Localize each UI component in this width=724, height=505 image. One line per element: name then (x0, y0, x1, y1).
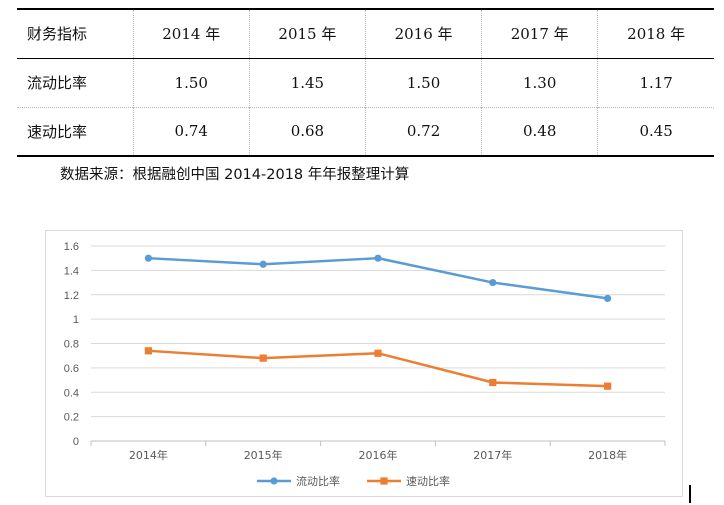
data-point (144, 347, 152, 355)
data-point (374, 254, 382, 262)
x-tick-label: 2016年 (359, 448, 398, 462)
y-tick-label: 1.2 (64, 290, 79, 302)
x-tick-label: 2015年 (244, 448, 283, 462)
table-cell-value: 0.72 (364, 106, 482, 156)
data-point (144, 254, 152, 262)
financial-ratio-table: 财务指标 2014 年 2015 年 2016 年 2017 年 2018 年 … (17, 8, 714, 157)
legend-label: 速动比率 (406, 474, 450, 488)
table-cell-value: 1.50 (132, 58, 250, 107)
table-row: 速动比率 0.74 0.68 0.72 0.48 0.45 (17, 106, 714, 156)
table-cell-value: 0.48 (481, 106, 598, 156)
legend-label: 流动比率 (296, 474, 340, 488)
series-line (148, 256, 608, 300)
chart-canvas: 0 0.2 0.4 0.6 0.8 1 1.2 1.4 1.6 2014年 2015年 2016年 20… (64, 241, 666, 488)
data-point (374, 349, 382, 357)
header-cell-year: 2018 年 (597, 9, 714, 58)
table-cell-value: 0.74 (132, 106, 250, 156)
y-tick-label: 0.4 (64, 387, 79, 399)
y-tick-label: 1.4 (64, 265, 79, 277)
ratio-line-chart: 0 0.2 0.4 0.6 0.8 1 1.2 1.4 1.6 2014年 2015年 2016年 20… (45, 230, 683, 497)
y-tick-label: 1.6 (64, 241, 79, 253)
data-point (489, 378, 497, 387)
x-tick-label: 2018年 (588, 448, 627, 462)
y-tick-label: 0.2 (64, 412, 79, 424)
table-cell-value: 1.17 (597, 58, 714, 107)
data-source-note: 数据来源：根据融创中国 2014-2018 年年报整理计算 (60, 167, 410, 183)
table-cell-value: 1.50 (364, 58, 482, 107)
y-tick-label: 0.8 (64, 339, 79, 351)
y-tick-label: 1 (73, 314, 79, 326)
data-point (259, 354, 267, 362)
header-cell-indicator: 财务指标 (27, 25, 88, 44)
y-tick-label: 0.6 (64, 363, 79, 375)
table-cell-value: 0.45 (597, 106, 714, 156)
header-cell-year: 2014 年 (132, 9, 250, 58)
table-header-row: 财务指标 2014 年 2015 年 2016 年 2017 年 2018 年 (17, 9, 714, 58)
data-point (259, 260, 267, 268)
legend-marker (270, 477, 278, 485)
x-tick-label: 2014年 (129, 448, 168, 462)
data-point (604, 294, 612, 303)
x-tick-label: 2017年 (473, 448, 512, 462)
legend-marker (380, 477, 388, 485)
y-tick-label: 0 (73, 436, 79, 448)
table-cell-value: 0.68 (248, 106, 366, 156)
header-cell-year: 2017 年 (481, 9, 598, 58)
header-cell-year: 2016 年 (364, 9, 482, 58)
text-cursor (689, 485, 691, 503)
table-cell-value: 1.45 (248, 58, 366, 107)
row-label: 流动比率 (27, 74, 88, 92)
row-label: 速动比率 (17, 106, 134, 156)
data-point (489, 278, 497, 287)
table-row: 流动比率 1.50 1.45 1.50 1.30 1.17 (17, 58, 714, 107)
data-point (604, 382, 612, 390)
table-cell-value: 1.30 (481, 58, 598, 107)
header-cell-year: 2015 年 (248, 9, 366, 58)
